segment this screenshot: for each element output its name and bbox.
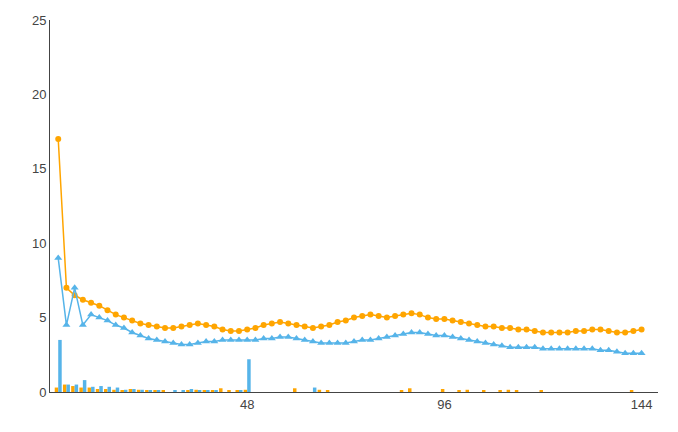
svg-text:48: 48 <box>240 397 254 412</box>
svg-text:20: 20 <box>32 87 46 102</box>
svg-text:0: 0 <box>39 385 46 400</box>
svg-text:96: 96 <box>437 397 451 412</box>
svg-text:15: 15 <box>32 161 46 176</box>
svg-text:144: 144 <box>631 397 653 412</box>
svg-text:5: 5 <box>39 310 46 325</box>
svg-text:10: 10 <box>32 236 46 251</box>
svg-text:25: 25 <box>32 13 46 28</box>
